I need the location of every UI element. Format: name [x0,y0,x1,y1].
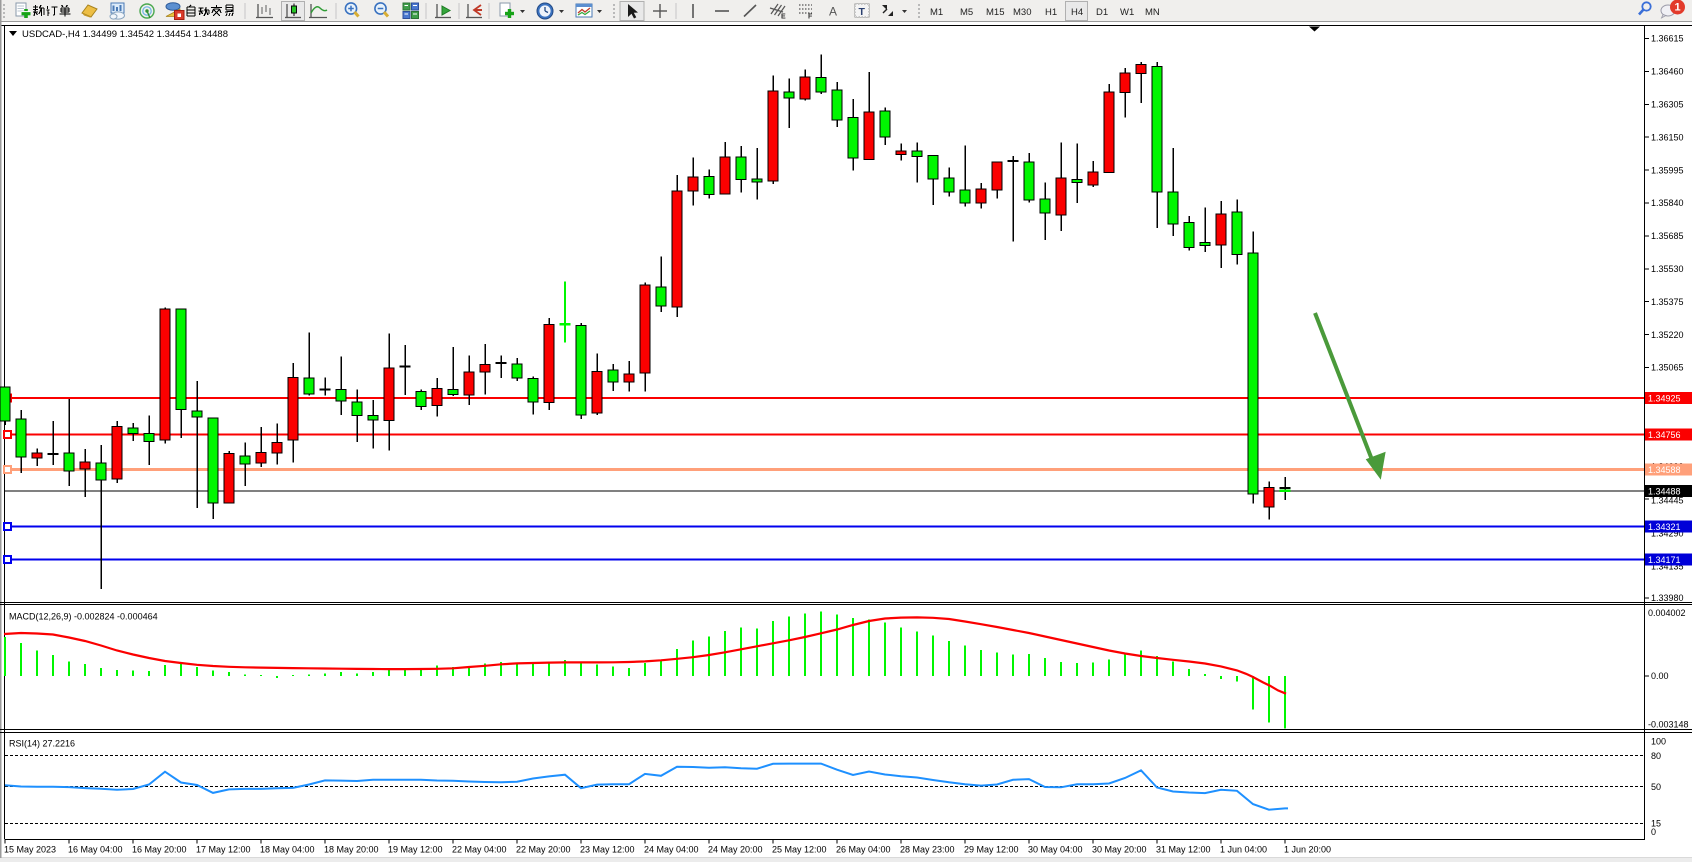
svg-text:RSI(14) 27.2216: RSI(14) 27.2216 [9,739,75,749]
svg-text:31 May 12:00: 31 May 12:00 [1156,845,1211,855]
svg-text:1.34445: 1.34445 [1651,496,1684,506]
svg-text:100: 100 [1651,737,1666,747]
svg-text:22 May 04:00: 22 May 04:00 [452,845,507,855]
svg-text:H4: H4 [1071,7,1083,18]
svg-text:E: E [781,14,786,21]
svg-text:18 May 04:00: 18 May 04:00 [260,845,315,855]
svg-text:W1: W1 [1120,7,1134,18]
svg-text:1.35685: 1.35685 [1651,231,1684,241]
svg-text:-0.003148: -0.003148 [1648,720,1689,730]
svg-text:1.34588: 1.34588 [1648,465,1681,475]
svg-text:USDCAD-,H4 1.34499 1.34542 1.: USDCAD-,H4 1.34499 1.34542 1.34454 1.344… [22,29,228,40]
svg-text:1.36305: 1.36305 [1651,100,1684,110]
svg-text:1.34171: 1.34171 [1648,555,1681,565]
svg-text:24 May 04:00: 24 May 04:00 [644,845,699,855]
svg-text:1.34488: 1.34488 [1648,486,1681,496]
svg-text:1.36460: 1.36460 [1651,67,1684,77]
svg-text:16 May 20:00: 16 May 20:00 [132,845,187,855]
svg-text:1 Jun 20:00: 1 Jun 20:00 [1284,845,1331,855]
svg-text:1.35530: 1.35530 [1651,264,1684,274]
svg-text:M5: M5 [960,7,973,18]
svg-text:16 May 04:00: 16 May 04:00 [68,845,123,855]
svg-text:30 May 04:00: 30 May 04:00 [1028,845,1083,855]
svg-text:1.35220: 1.35220 [1651,330,1684,340]
svg-text:1.33980: 1.33980 [1651,593,1684,603]
svg-text:18 May 20:00: 18 May 20:00 [324,845,379,855]
svg-text:0: 0 [1651,827,1656,837]
svg-text:25 May 12:00: 25 May 12:00 [772,845,827,855]
svg-text:15: 15 [1651,819,1661,829]
svg-text:19 May 12:00: 19 May 12:00 [388,845,443,855]
svg-text:15 May 2023: 15 May 2023 [4,845,56,855]
svg-text:M30: M30 [1013,7,1031,18]
svg-text:MN: MN [1145,7,1160,18]
svg-text:M15: M15 [986,7,1004,18]
svg-text:17 May 12:00: 17 May 12:00 [196,845,251,855]
svg-text:22 May 20:00: 22 May 20:00 [516,845,571,855]
svg-text:1.34321: 1.34321 [1648,522,1681,532]
svg-text:H1: H1 [1045,7,1057,18]
svg-text:0.00: 0.00 [1651,671,1669,681]
svg-text:1.34925: 1.34925 [1648,393,1681,403]
svg-text:29 May 12:00: 29 May 12:00 [964,845,1019,855]
svg-text:23 May 12:00: 23 May 12:00 [580,845,635,855]
svg-text:D1: D1 [1096,7,1108,18]
svg-text:1.34135: 1.34135 [1651,561,1684,571]
svg-text:26 May 04:00: 26 May 04:00 [836,845,891,855]
svg-text:MACD(12,26,9) -0.002824 -0.000: MACD(12,26,9) -0.002824 -0.000464 [9,612,158,622]
svg-text:M1: M1 [930,7,943,18]
svg-text:1.34756: 1.34756 [1648,430,1681,440]
svg-text:24 May 20:00: 24 May 20:00 [708,845,763,855]
svg-text:1.35840: 1.35840 [1651,198,1684,208]
svg-text:F: F [808,14,813,21]
svg-text:30 May 20:00: 30 May 20:00 [1092,845,1147,855]
svg-text:T: T [859,6,866,18]
svg-text:80: 80 [1651,751,1661,761]
svg-text:1: 1 [1674,2,1680,14]
svg-text:1.35375: 1.35375 [1651,297,1684,307]
svg-text:28 May 23:00: 28 May 23:00 [900,845,955,855]
svg-text:1 Jun 04:00: 1 Jun 04:00 [1220,845,1267,855]
svg-text:0.004002: 0.004002 [1648,608,1686,618]
svg-text:1.35995: 1.35995 [1651,165,1684,175]
svg-text:A: A [829,5,837,19]
svg-text:50: 50 [1651,782,1661,792]
svg-text:1.35065: 1.35065 [1651,363,1684,373]
svg-text:1.36615: 1.36615 [1651,34,1684,44]
svg-text:1.34290: 1.34290 [1651,529,1684,539]
svg-text:1.36150: 1.36150 [1651,132,1684,142]
